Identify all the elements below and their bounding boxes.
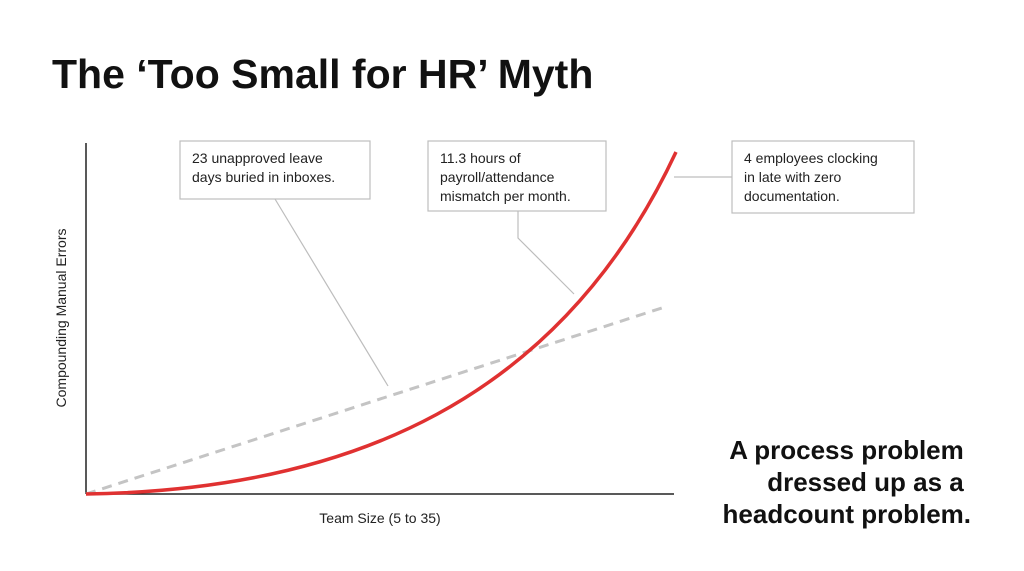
y-axis-label: Compounding Manual Errors	[53, 229, 69, 408]
annotation-line: documentation.	[744, 188, 840, 204]
x-axis-label: Team Size (5 to 35)	[319, 510, 440, 526]
takeaway: A process problem dressed up as a headco…	[723, 435, 971, 529]
annotation-box	[427, 140, 607, 212]
annotation-box	[731, 140, 915, 214]
annotation: 23 unapproved leave days buried in inbox…	[192, 150, 335, 185]
annotation-line: days buried in inboxes.	[192, 169, 335, 185]
annotation: 11.3 hours of payroll/attendance mismatc…	[440, 150, 571, 204]
connector	[517, 211, 575, 295]
takeaway-line: dressed up as a	[767, 467, 964, 497]
annotation-line: 11.3 hours of	[440, 150, 521, 166]
chart: Compounding Manual Errors Team Size (5 t…	[53, 140, 915, 526]
error-curve	[85, 151, 678, 496]
annotation-box	[179, 140, 371, 200]
annotation-line: payroll/attendance	[440, 169, 555, 185]
annotation-line: 4 employees clocking	[744, 150, 878, 166]
takeaway-line: A process problem	[729, 435, 964, 465]
annotation-line: in late with zero	[744, 169, 841, 185]
annotation-line: 23 unapproved leave	[192, 150, 323, 166]
annotation-line: mismatch per month.	[440, 188, 571, 204]
title: The ‘Too Small for HR’ Myth	[52, 51, 593, 97]
linear-trend	[85, 304, 669, 496]
annotation: 4 employees clocking in late with zero d…	[744, 150, 882, 204]
connector	[274, 198, 389, 387]
takeaway-line: headcount problem.	[723, 499, 971, 529]
